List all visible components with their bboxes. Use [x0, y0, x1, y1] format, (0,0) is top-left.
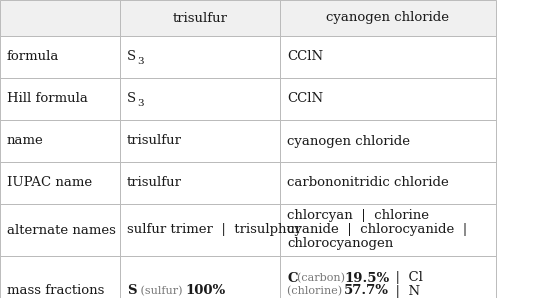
Text: formula: formula [7, 50, 60, 63]
Bar [280, 204, 496, 256]
Bar [280, 36, 496, 78]
Bar [280, 36, 496, 78]
Bar [0, 256, 120, 298]
Bar [120, 256, 280, 298]
Text: IUPAC name: IUPAC name [7, 176, 92, 190]
Bar [0, 204, 120, 256]
Text: (chlorine): (chlorine) [287, 286, 346, 296]
Bar [0, 120, 120, 162]
Bar [280, 256, 496, 298]
Bar [120, 0, 280, 36]
Bar [120, 78, 280, 120]
Bar [120, 162, 280, 204]
Text: name: name [7, 134, 44, 148]
Bar [0, 162, 120, 204]
Text: cyanogen chloride: cyanogen chloride [327, 12, 449, 24]
Text: trisulfur: trisulfur [127, 176, 182, 190]
Bar [120, 36, 280, 78]
Bar [120, 204, 280, 256]
Bar [0, 0, 120, 36]
Bar [120, 120, 280, 162]
Text: trisulfur: trisulfur [127, 134, 182, 148]
Text: CClN: CClN [287, 92, 323, 105]
Bar [280, 256, 496, 298]
Text: trisulfur: trisulfur [173, 12, 228, 24]
Text: (sulfur): (sulfur) [137, 286, 186, 296]
Text: cyanogen chloride: cyanogen chloride [287, 134, 410, 148]
Text: S: S [127, 92, 136, 105]
Text: 57.7%: 57.7% [344, 285, 389, 297]
Bar [0, 256, 120, 298]
Bar [0, 0, 120, 36]
Bar [280, 162, 496, 204]
Bar [280, 78, 496, 120]
Bar [0, 120, 120, 162]
Bar [120, 256, 280, 298]
Text: Hill formula: Hill formula [7, 92, 88, 105]
Text: chlorocyanogen: chlorocyanogen [287, 238, 393, 251]
Bar [280, 0, 496, 36]
Text: 3: 3 [137, 99, 144, 108]
Bar [120, 36, 280, 78]
Text: alternate names: alternate names [7, 224, 116, 237]
Text: sulfur trimer  |  trisulphur: sulfur trimer | trisulphur [127, 224, 301, 237]
Text: CClN: CClN [287, 50, 323, 63]
Text: 100%: 100% [185, 285, 225, 297]
Text: S: S [127, 50, 136, 63]
Text: |  Cl: | Cl [387, 271, 423, 285]
Bar [0, 78, 120, 120]
Bar [280, 120, 496, 162]
Bar [280, 78, 496, 120]
Bar [280, 120, 496, 162]
Bar [0, 36, 120, 78]
Bar [0, 78, 120, 120]
Bar [280, 204, 496, 256]
Bar [0, 36, 120, 78]
Text: C: C [287, 271, 298, 285]
Bar [120, 78, 280, 120]
Text: mass fractions: mass fractions [7, 285, 104, 297]
Bar [120, 120, 280, 162]
Bar [120, 162, 280, 204]
Text: cyanide  |  chlorocyanide  |: cyanide | chlorocyanide | [287, 224, 467, 237]
Bar [120, 204, 280, 256]
Bar [0, 162, 120, 204]
Text: |  N: | N [387, 285, 420, 297]
Bar [280, 162, 496, 204]
Text: carbononitridic chloride: carbononitridic chloride [287, 176, 449, 190]
Bar [280, 0, 496, 36]
Text: chlorcyan  |  chlorine: chlorcyan | chlorine [287, 209, 429, 223]
Text: 22.8%: 22.8% [344, 297, 389, 298]
Bar [120, 0, 280, 36]
Text: (carbon): (carbon) [297, 273, 348, 283]
Text: 3: 3 [137, 57, 144, 66]
Bar [0, 204, 120, 256]
Text: S: S [127, 285, 136, 297]
Text: 19.5%: 19.5% [344, 271, 389, 285]
